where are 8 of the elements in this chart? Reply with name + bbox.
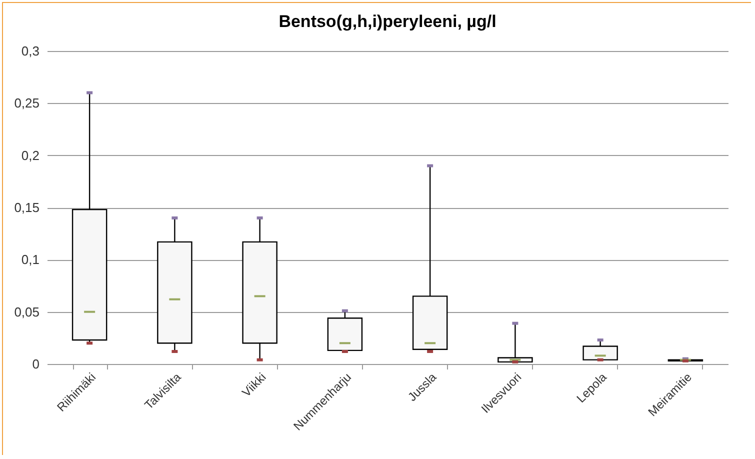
y-tick-label: 0,1 xyxy=(21,252,40,268)
y-tick-label: 0,15 xyxy=(14,200,40,215)
y-tick-label: 0,25 xyxy=(14,96,40,111)
y-tick-label: 0 xyxy=(32,356,40,372)
y-tick-label: 0,3 xyxy=(21,44,40,58)
y-tick-label: 0,05 xyxy=(14,304,40,320)
y-tick-label: 0,2 xyxy=(21,148,40,163)
chart-title: Bentso(g,h,i)peryleeni, µg/l xyxy=(278,12,496,31)
